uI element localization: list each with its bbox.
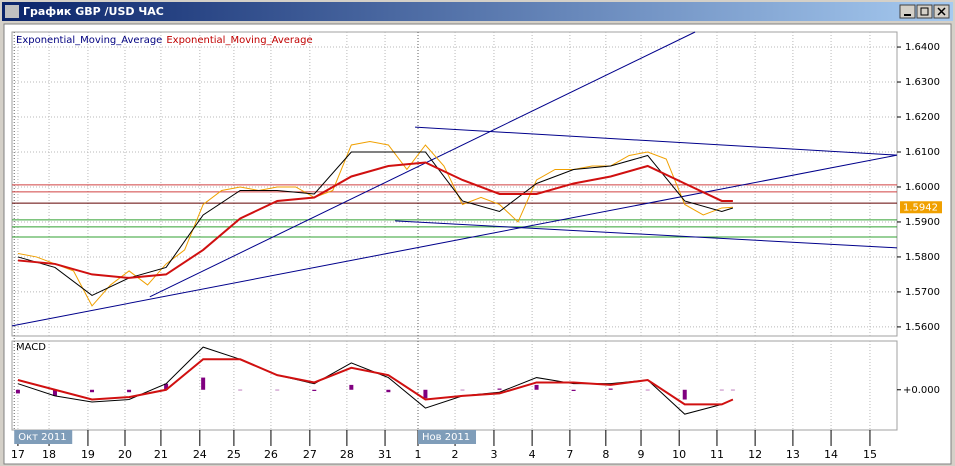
period-label: Окт 2011 (18, 432, 66, 443)
x-tick-label: 4 (529, 448, 536, 461)
histogram-bar (682, 389, 687, 400)
last-price-label: 1.5942 (903, 202, 938, 213)
histogram-bar (201, 377, 206, 390)
macd-line (17, 358, 734, 406)
y-tick-label: 1.5600 (905, 322, 940, 333)
y-tick-label: 1.6200 (905, 112, 940, 123)
maximize-button[interactable] (916, 4, 933, 19)
macd-title: MACD (16, 342, 46, 353)
x-tick-label: 24 (193, 448, 207, 461)
x-tick-label: 13 (786, 448, 800, 461)
x-tick-label: 19 (81, 448, 95, 461)
minimize-button[interactable] (899, 4, 916, 19)
x-tick-label: 2 (452, 448, 459, 461)
histogram-bar (349, 384, 354, 390)
histogram-bar (730, 389, 735, 391)
histogram-bar (460, 389, 465, 391)
histogram-bar (423, 389, 428, 399)
x-tick-label: 7 (566, 448, 573, 461)
histogram-bar (534, 384, 539, 390)
histogram-bar (15, 389, 20, 394)
histogram-bar (719, 389, 724, 391)
y-tick-label: +0.000 (903, 385, 940, 396)
trendline (11, 154, 898, 327)
histogram-bar (312, 389, 317, 391)
y-tick-label: 1.6000 (905, 182, 940, 193)
x-tick-label: 12 (748, 448, 762, 461)
x-tick-label: 14 (824, 448, 838, 461)
price-line (17, 151, 734, 297)
price-line (17, 161, 733, 279)
x-tick-label: 28 (340, 448, 354, 461)
y-tick-label: 1.6300 (905, 77, 940, 88)
x-tick-label: 9 (638, 448, 645, 461)
x-tick-label: 31 (378, 448, 392, 461)
histogram-bar (238, 389, 243, 391)
histogram-bar (386, 389, 391, 393)
histogram-bar (127, 389, 132, 393)
window-icon (5, 5, 19, 18)
x-tick-label: 10 (672, 448, 686, 461)
histogram-bar (645, 389, 650, 391)
period-label-box (14, 430, 73, 444)
x-tick-label: 3 (490, 448, 497, 461)
trendline (415, 126, 898, 156)
histogram-bar (90, 389, 95, 393)
macd-panel (11, 340, 898, 431)
window-buttons[interactable] (899, 4, 950, 19)
x-tick-label: 26 (264, 448, 278, 461)
legend-entry: Exponential_Moving_Average (16, 35, 162, 46)
y-tick-label: 1.5900 (905, 217, 940, 228)
x-tick-label: 8 (602, 448, 609, 461)
histogram-bar (52, 389, 57, 396)
x-tick-label: 20 (118, 448, 132, 461)
histogram-bar (571, 389, 576, 391)
legend-entry: Exponential_Moving_Average (166, 35, 312, 46)
histogram-bar (497, 388, 502, 390)
y-tick-label: 1.6100 (905, 147, 940, 158)
trendline (149, 31, 696, 298)
window-title: График GBP /USD ЧАС (23, 5, 164, 18)
x-tick-label: 15 (863, 448, 877, 461)
maximize-icon (920, 7, 929, 16)
histogram-bar (608, 388, 613, 390)
period-label-box (418, 430, 477, 444)
x-tick-label: 27 (303, 448, 317, 461)
y-tick-label: 1.5800 (905, 252, 940, 263)
histogram-bar (275, 389, 280, 391)
x-tick-label: 21 (154, 448, 168, 461)
x-tick-label: 25 (227, 448, 241, 461)
x-tick-label: 18 (42, 448, 56, 461)
title-bar (2, 2, 953, 21)
last-price-box (900, 201, 942, 214)
x-tick-label: 17 (11, 448, 25, 461)
histogram-bar (164, 383, 169, 390)
period-label: Нов 2011 (422, 432, 470, 443)
price-panel (11, 31, 898, 337)
y-tick-label: 1.5700 (905, 287, 940, 298)
y-tick-label: 1.6400 (905, 42, 940, 53)
close-icon (937, 7, 946, 16)
x-tick-label: 11 (710, 448, 724, 461)
trendline (395, 220, 898, 249)
x-tick-label: 1 (415, 448, 422, 461)
